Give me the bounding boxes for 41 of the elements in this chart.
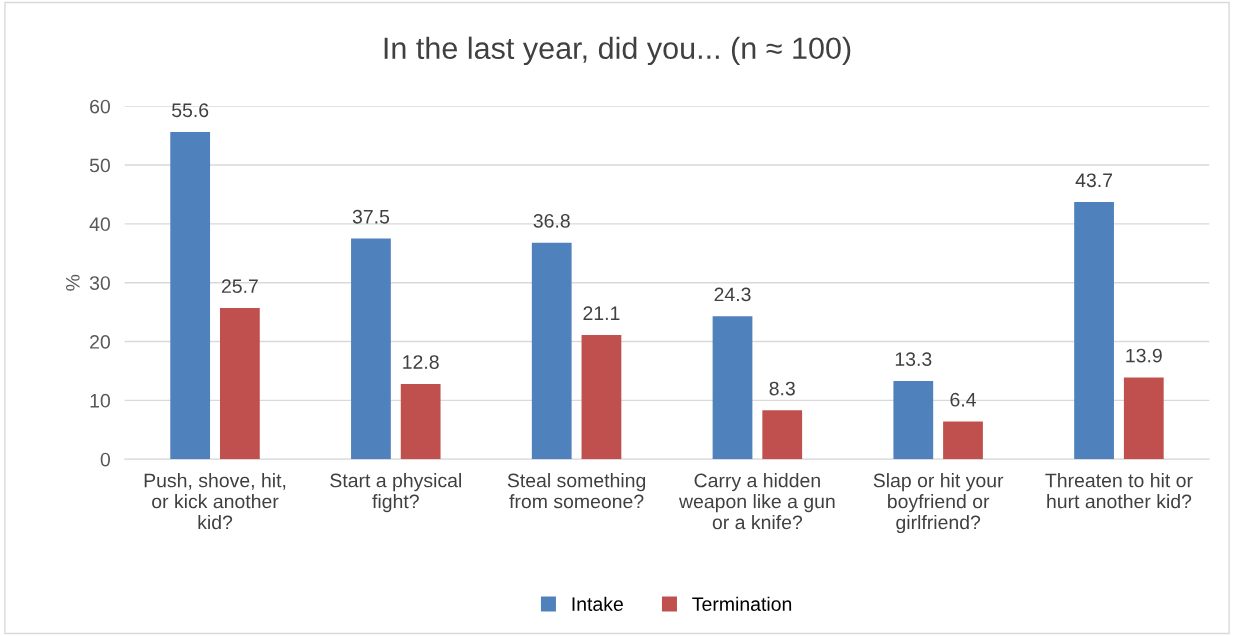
bar [220, 308, 260, 460]
data-label: 55.6 [172, 103, 209, 118]
chart-title: In the last year, did you... (n ≈ 100) [384, 36, 851, 66]
x-tick-label: Steal something from someone? [507, 473, 646, 509]
data-label: 8.3 [769, 381, 795, 396]
y-tick-label: 0 [100, 452, 110, 467]
legend-label: Termination [692, 596, 792, 611]
y-axis-title: % [66, 274, 80, 291]
x-tick-label: Carry a hidden weapon like a gun or a knife? [678, 473, 835, 530]
bar [943, 421, 983, 460]
bar [1074, 202, 1114, 460]
data-label: 12.8 [403, 355, 439, 369]
bar [893, 380, 934, 460]
x-tick-label: Start a physical fight? [330, 473, 461, 513]
y-tick-label: 60 [90, 99, 110, 114]
bar [170, 132, 211, 460]
data-label: 25.7 [221, 279, 258, 294]
data-label: 6.4 [950, 392, 976, 407]
legend-label: Intake [572, 596, 623, 611]
data-label: 21.1 [583, 306, 620, 320]
bar [581, 335, 622, 460]
y-tick-label: 30 [89, 276, 110, 290]
y-tick-label: 40 [89, 217, 110, 232]
data-label: 13.3 [895, 352, 932, 366]
data-label: 43.7 [1075, 173, 1113, 188]
bar [351, 238, 391, 460]
bar [762, 410, 803, 460]
bar [712, 316, 753, 460]
x-tick-label: Slap or hit your boyfriend or girlfriend? [873, 473, 1004, 534]
data-label: 13.9 [1126, 348, 1162, 363]
x-tick-label: Push, shove, hit, or kick another kid? [144, 473, 286, 530]
bar [531, 242, 572, 460]
data-label: 36.8 [533, 213, 570, 228]
data-label: 24.3 [714, 287, 751, 302]
bar [1123, 377, 1164, 460]
x-tick-label: Threaten to hit or hurt another kid? [1045, 473, 1193, 509]
y-tick-label: 10 [90, 393, 110, 408]
data-label: 37.5 [352, 209, 390, 224]
y-tick-label: 50 [89, 158, 110, 173]
bar [400, 383, 441, 460]
y-tick-label: 20 [90, 335, 110, 349]
